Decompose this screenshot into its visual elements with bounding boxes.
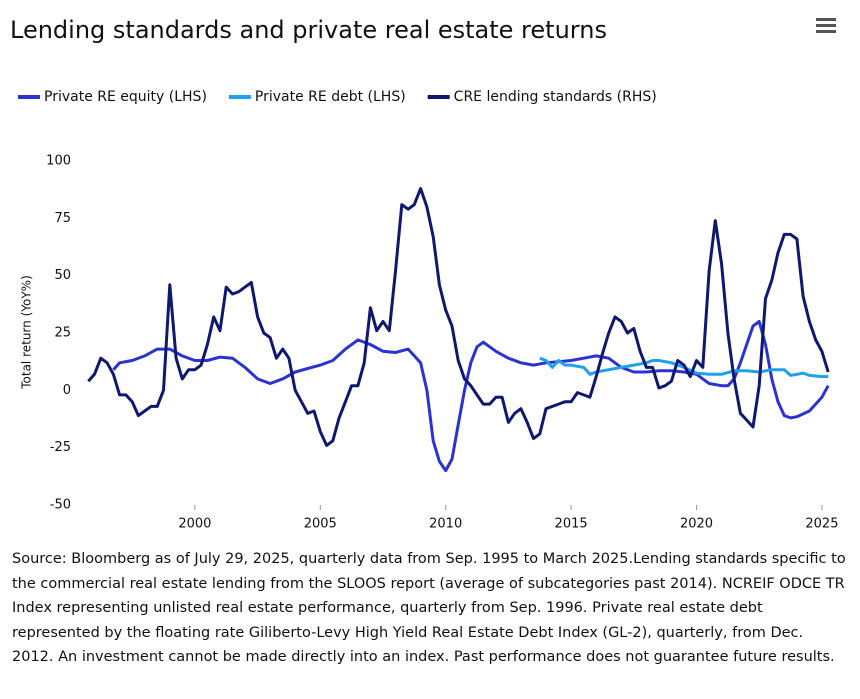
series-line [112, 320, 830, 473]
x-tick-label: 2010 [429, 517, 462, 532]
y-tick-label: 100 [46, 154, 71, 169]
x-tick-label: 2015 [555, 517, 588, 532]
x-tick-label: 2005 [304, 517, 337, 532]
legend-item[interactable]: CRE lending standards (RHS) [427, 89, 657, 105]
y-tick-label: -25 [50, 440, 71, 455]
y-tick-label: 50 [54, 268, 71, 283]
legend-item[interactable]: Private RE debt (LHS) [228, 89, 406, 105]
x-tick-label: 2020 [680, 517, 713, 532]
series-line [539, 356, 829, 379]
legend-label: Private RE debt (LHS) [255, 89, 406, 105]
legend-label: CRE lending standards (RHS) [454, 89, 657, 105]
y-tick-label: 75 [54, 211, 71, 226]
y-tick-label: 0 [63, 383, 71, 398]
chart-title: Lending standards and private real estat… [10, 16, 607, 44]
menu-bar [816, 24, 836, 27]
chart: Lending standards and private real estat… [10, 16, 838, 532]
y-axis-label: Total return (YoY%) [20, 275, 34, 390]
footnote: Source: Bloomberg as of July 29, 2025, q… [12, 551, 846, 665]
menu-bar [816, 30, 836, 33]
legend-item[interactable]: Private RE equity (LHS) [18, 89, 207, 105]
menu-button[interactable] [816, 18, 836, 33]
x-tick-label: 2025 [805, 517, 838, 532]
y-tick-label: -50 [50, 498, 71, 513]
legend-label: Private RE equity (LHS) [44, 89, 207, 105]
menu-bar [816, 18, 836, 21]
series-line [87, 187, 830, 447]
x-tick-label: 2000 [178, 517, 211, 532]
y-tick-label: 25 [54, 326, 71, 341]
